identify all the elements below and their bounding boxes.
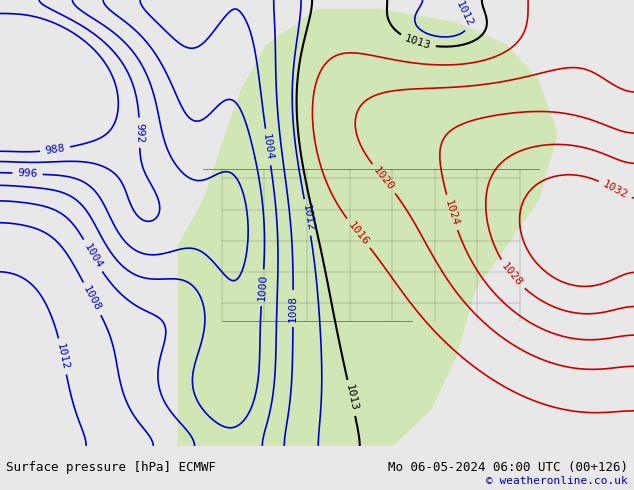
Text: 1012: 1012: [454, 0, 475, 28]
Text: 988: 988: [44, 143, 66, 156]
Text: 1004: 1004: [261, 133, 275, 161]
Text: 1028: 1028: [500, 261, 524, 289]
Text: 1013: 1013: [344, 384, 359, 412]
Text: 1024: 1024: [443, 198, 460, 227]
Text: 1020: 1020: [372, 165, 396, 193]
Text: 1004: 1004: [82, 242, 104, 270]
Text: 1016: 1016: [346, 220, 371, 247]
Text: 996: 996: [17, 169, 38, 179]
Text: 992: 992: [134, 122, 145, 143]
Text: 1013: 1013: [403, 33, 432, 51]
Text: 1032: 1032: [600, 179, 629, 201]
Text: © weatheronline.co.uk: © weatheronline.co.uk: [486, 476, 628, 486]
Text: 1012: 1012: [55, 342, 70, 370]
Text: 1000: 1000: [257, 274, 268, 301]
Text: 1012: 1012: [301, 203, 314, 231]
Text: Surface pressure [hPa] ECMWF: Surface pressure [hPa] ECMWF: [6, 462, 216, 474]
Text: 1008: 1008: [81, 285, 103, 313]
Polygon shape: [178, 9, 558, 446]
Text: 1008: 1008: [288, 295, 298, 322]
Text: Mo 06-05-2024 06:00 UTC (00+126): Mo 06-05-2024 06:00 UTC (00+126): [387, 462, 628, 474]
